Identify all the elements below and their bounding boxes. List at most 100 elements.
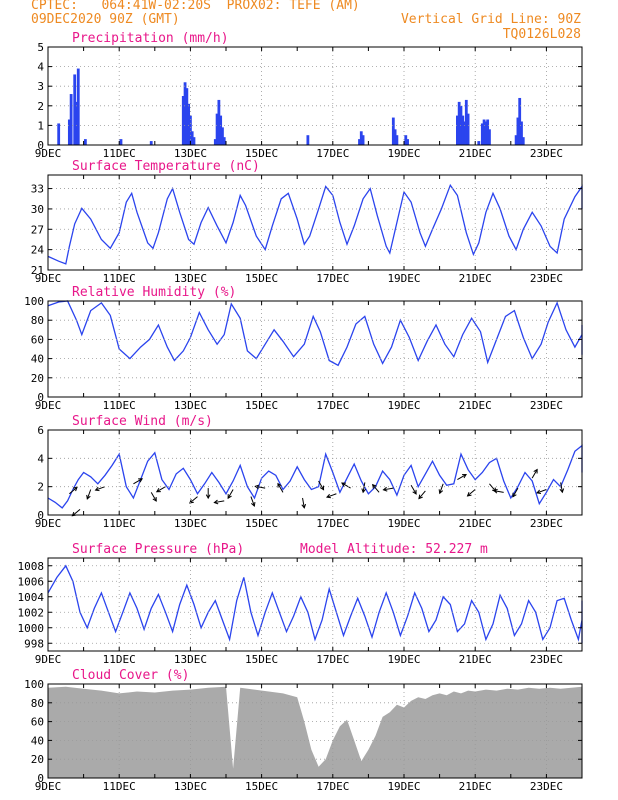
precip-bar	[457, 101, 461, 145]
precip-bar	[520, 121, 523, 145]
wind-vector-head	[418, 494, 423, 500]
wind-vector-head	[492, 488, 498, 494]
wind-vector	[439, 483, 444, 494]
precip-bar	[221, 127, 224, 145]
wind-vector	[512, 487, 519, 497]
wind-vector-head	[205, 494, 211, 500]
y-tick-label: 27	[31, 223, 44, 236]
wind-vector	[318, 480, 324, 490]
wind-vector	[341, 482, 351, 489]
precip-bar	[306, 135, 310, 145]
precip-bar	[518, 97, 522, 145]
wind-vector-head	[466, 492, 472, 497]
y-tick-label: 80	[31, 697, 44, 710]
x-tick-label: 9DEC	[35, 147, 62, 160]
x-tick-label: 13DEC	[174, 653, 207, 666]
panel-0: 0 1 2 3 4 5 9DEC 11DEC 13DEC 15DEC 17DEC 19DEC 21DEC…	[35, 31, 583, 160]
header-right-line2: TQ0126L028	[502, 27, 581, 42]
x-tick-label: 9DEC	[35, 272, 62, 285]
precip-bar	[359, 131, 363, 145]
y-tick-label: 40	[31, 353, 44, 366]
wind-vector-head	[361, 488, 366, 494]
precip-bar	[76, 68, 80, 145]
y-tick-label: 6	[37, 424, 44, 437]
panel-frame	[47, 429, 583, 516]
x-tick-label: 21DEC	[459, 517, 492, 530]
x-tick-label: 19DEC	[387, 653, 420, 666]
x-tick-label: 13DEC	[174, 399, 207, 412]
x-tick-label: 23DEC	[530, 399, 563, 412]
precip-bar	[183, 82, 187, 145]
x-tick-label: 15DEC	[245, 272, 278, 285]
panel-frame	[47, 300, 583, 398]
y-tick-label: 100	[24, 678, 44, 691]
precip-bar	[404, 135, 408, 145]
precip-bar	[521, 137, 525, 145]
precip-bar	[57, 123, 61, 145]
wind-vector-head	[152, 496, 157, 502]
precip-bar	[192, 137, 196, 145]
precip-bar	[217, 99, 221, 145]
y-tick-label: 80	[31, 314, 44, 327]
wind-vector	[410, 484, 417, 495]
precip-bar	[480, 123, 484, 145]
panel-title: Relative Humidity (%)	[72, 285, 236, 300]
precip-bar	[213, 139, 217, 145]
wind-vector	[95, 486, 106, 491]
x-tick-label: 13DEC	[174, 272, 207, 285]
y-tick-label: 1006	[18, 575, 45, 588]
x-tick-label: 17DEC	[316, 272, 349, 285]
y-tick-label: 1008	[18, 560, 45, 573]
wind-vector	[214, 500, 225, 504]
x-tick-label: 15DEC	[245, 399, 278, 412]
x-tick-label: 9DEC	[35, 517, 62, 530]
precip-bar	[75, 101, 78, 145]
panel-frame	[47, 557, 583, 652]
precip-bar	[461, 115, 465, 145]
x-tick-label: 21DEC	[459, 780, 492, 793]
wind-vector-head	[138, 478, 144, 483]
wind-vector-head	[73, 486, 78, 492]
x-tick-label: 11DEC	[103, 399, 136, 412]
wind-vector-head	[438, 489, 444, 495]
x-tick-label: 13DEC	[174, 780, 207, 793]
header-right-line1: Vertical Grid Line: 90Z	[400, 12, 581, 27]
wind-vector-head	[227, 494, 232, 500]
wind-vector	[560, 482, 563, 493]
x-tick-label: 13DEC	[174, 147, 207, 160]
wind-vector	[531, 469, 538, 479]
x-tick-label: 21DEC	[459, 399, 492, 412]
panel-4: 998 1000 1002 1004 1006 1008 9DEC 11DEC 13DEC 15D…	[18, 542, 583, 666]
wind-vector-head	[559, 488, 565, 494]
precip-bar	[73, 74, 77, 145]
precip-bar	[516, 117, 520, 145]
wind-vector	[457, 474, 467, 481]
wind-vector-head	[86, 494, 91, 500]
wind-vector	[493, 490, 504, 493]
panel-title: Precipitation (mm/h)	[72, 31, 229, 46]
y-tick-label: 60	[31, 333, 44, 346]
wind-vector-head	[382, 486, 388, 492]
x-tick-label: 19DEC	[387, 399, 420, 412]
precip-bar	[185, 88, 189, 145]
y-tick-label: 40	[31, 734, 44, 747]
x-tick-label: 23DEC	[530, 780, 563, 793]
y-tick-label: 5	[37, 41, 44, 54]
precip-bar	[514, 135, 518, 145]
precip-bar	[406, 139, 409, 145]
x-tick-label: 19DEC	[387, 780, 420, 793]
y-tick-label: 20	[31, 753, 44, 766]
y-tick-label: 2	[37, 100, 44, 113]
header-left-line1: CPTEC: 064:41W-02:20S PROX02: TEFE (AM)	[31, 0, 360, 13]
y-tick-label: 998	[24, 637, 44, 650]
y-tick-label: 1002	[18, 606, 45, 619]
precip-bar	[189, 115, 192, 145]
x-tick-label: 21DEC	[459, 653, 492, 666]
precip-bar	[69, 94, 73, 145]
x-tick-label: 23DEC	[530, 147, 563, 160]
precip-bar	[358, 139, 361, 145]
wind-vector	[250, 496, 255, 507]
x-tick-label: 23DEC	[530, 272, 563, 285]
series-line	[47, 444, 583, 509]
panel-title: Surface Wind (m/s)	[72, 414, 213, 429]
